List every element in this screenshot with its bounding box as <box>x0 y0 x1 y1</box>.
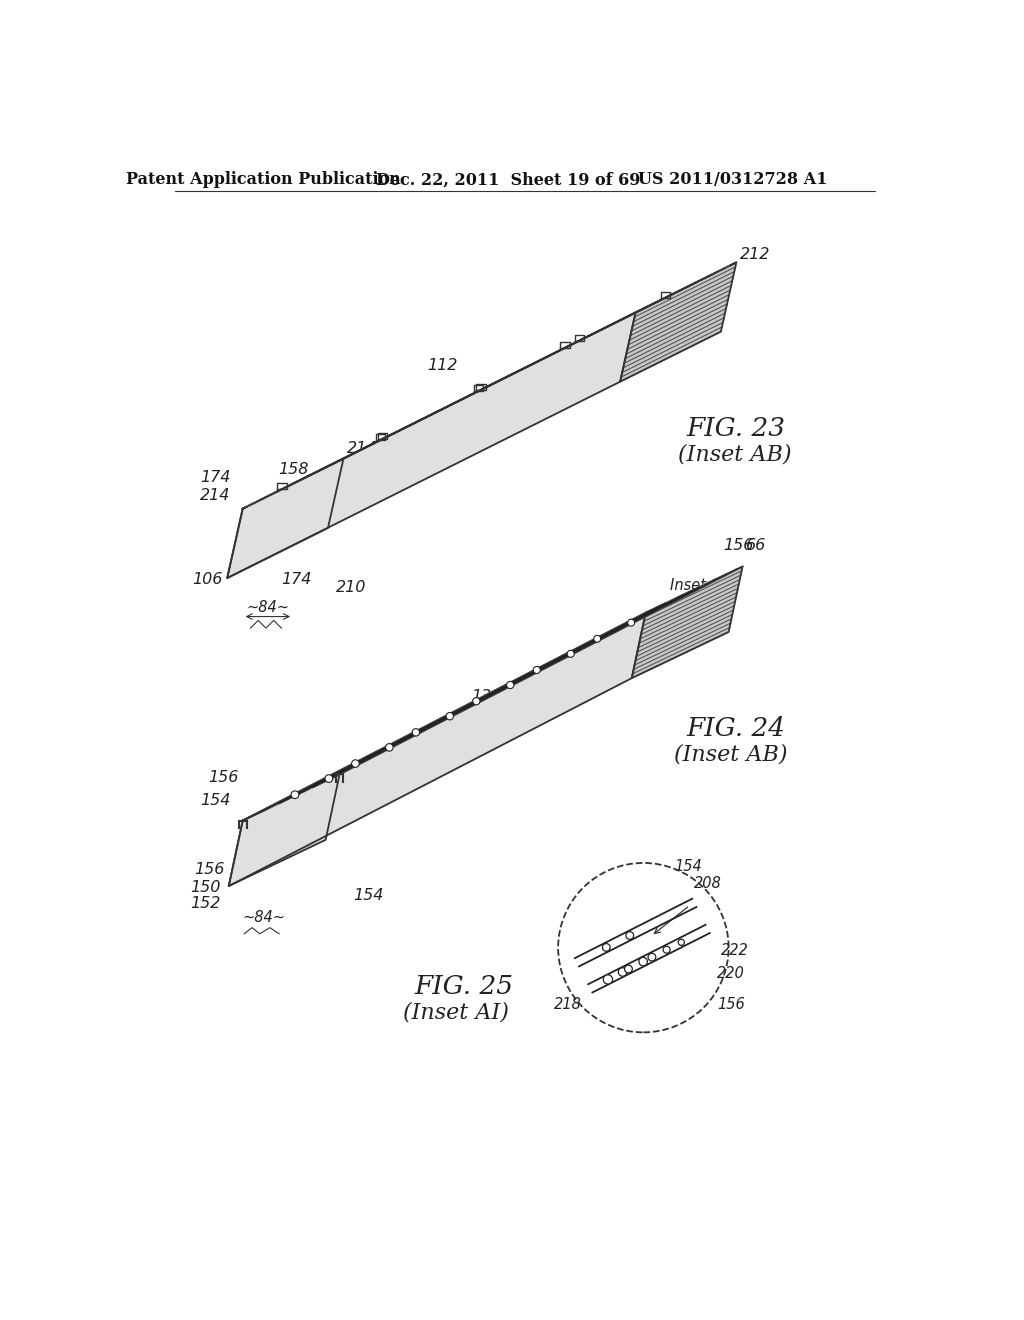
Polygon shape <box>227 313 636 578</box>
Polygon shape <box>308 276 710 477</box>
Text: 154: 154 <box>352 888 383 903</box>
Text: (Inset AB): (Inset AB) <box>675 743 787 766</box>
Text: FIG. 24: FIG. 24 <box>686 715 785 741</box>
Circle shape <box>412 729 420 737</box>
Text: 138: 138 <box>471 689 501 704</box>
Text: 156: 156 <box>717 997 744 1012</box>
Circle shape <box>351 760 359 767</box>
Circle shape <box>325 775 333 783</box>
Text: 210: 210 <box>336 579 366 595</box>
Text: 156: 156 <box>723 537 754 553</box>
Circle shape <box>534 667 541 673</box>
Polygon shape <box>243 566 742 821</box>
Polygon shape <box>247 308 645 507</box>
Text: ~84~: ~84~ <box>246 599 289 615</box>
Polygon shape <box>621 263 736 381</box>
Text: 214: 214 <box>347 441 378 455</box>
Polygon shape <box>323 268 724 469</box>
Text: 218: 218 <box>554 997 582 1012</box>
Text: Dec. 22, 2011  Sheet 19 of 69: Dec. 22, 2011 Sheet 19 of 69 <box>376 172 640 189</box>
Polygon shape <box>303 280 701 479</box>
Text: 150: 150 <box>190 880 220 895</box>
Text: 154: 154 <box>200 793 230 808</box>
Text: 158: 158 <box>279 462 308 477</box>
Text: 66: 66 <box>746 537 767 553</box>
Circle shape <box>639 957 647 966</box>
Polygon shape <box>331 265 729 465</box>
Circle shape <box>594 635 601 643</box>
Text: 222: 222 <box>721 944 749 958</box>
Polygon shape <box>261 301 659 500</box>
Text: (Inset AB): (Inset AB) <box>678 444 792 465</box>
Circle shape <box>664 946 670 953</box>
Text: 156: 156 <box>194 862 224 878</box>
Circle shape <box>603 974 612 983</box>
Circle shape <box>648 953 655 961</box>
Text: 212: 212 <box>740 247 771 261</box>
Text: 152: 152 <box>190 895 220 911</box>
Text: Inset AI: Inset AI <box>671 578 725 593</box>
Text: 112: 112 <box>428 358 458 374</box>
Circle shape <box>618 968 627 977</box>
Text: US 2011/0312728 A1: US 2011/0312728 A1 <box>638 172 827 189</box>
Polygon shape <box>266 297 668 496</box>
Text: Patent Application Publication: Patent Application Publication <box>126 172 401 189</box>
Polygon shape <box>632 566 742 678</box>
Circle shape <box>678 940 684 945</box>
Text: 114: 114 <box>687 310 718 325</box>
Polygon shape <box>253 304 653 504</box>
Polygon shape <box>227 459 343 578</box>
Circle shape <box>473 697 480 705</box>
Text: 140: 140 <box>321 777 350 793</box>
Circle shape <box>385 743 393 751</box>
Circle shape <box>602 944 610 952</box>
Polygon shape <box>262 595 683 812</box>
Circle shape <box>567 651 574 657</box>
Text: (Inset AI): (Inset AI) <box>403 1002 509 1023</box>
Text: FIG. 25: FIG. 25 <box>415 974 514 999</box>
Text: FIG. 23: FIG. 23 <box>686 416 785 441</box>
Circle shape <box>626 932 634 940</box>
Polygon shape <box>228 612 646 886</box>
Polygon shape <box>281 289 682 490</box>
Polygon shape <box>296 579 717 795</box>
Polygon shape <box>243 263 736 508</box>
Text: ~84~: ~84~ <box>242 911 285 925</box>
Text: 208: 208 <box>397 747 428 762</box>
Polygon shape <box>274 293 674 492</box>
Circle shape <box>446 713 454 719</box>
Polygon shape <box>316 273 716 473</box>
Text: 174: 174 <box>200 470 230 484</box>
Circle shape <box>291 791 299 799</box>
Text: 208: 208 <box>693 875 722 891</box>
Text: 156: 156 <box>208 770 239 785</box>
Text: 220: 220 <box>717 966 744 982</box>
Text: 106: 106 <box>193 572 222 587</box>
Circle shape <box>507 681 514 689</box>
Polygon shape <box>289 286 687 486</box>
Polygon shape <box>228 775 340 886</box>
Text: 214: 214 <box>200 487 230 503</box>
Circle shape <box>628 619 635 626</box>
Circle shape <box>625 965 633 973</box>
Polygon shape <box>295 282 695 483</box>
Text: 174: 174 <box>282 572 312 587</box>
Text: 154: 154 <box>675 858 702 874</box>
